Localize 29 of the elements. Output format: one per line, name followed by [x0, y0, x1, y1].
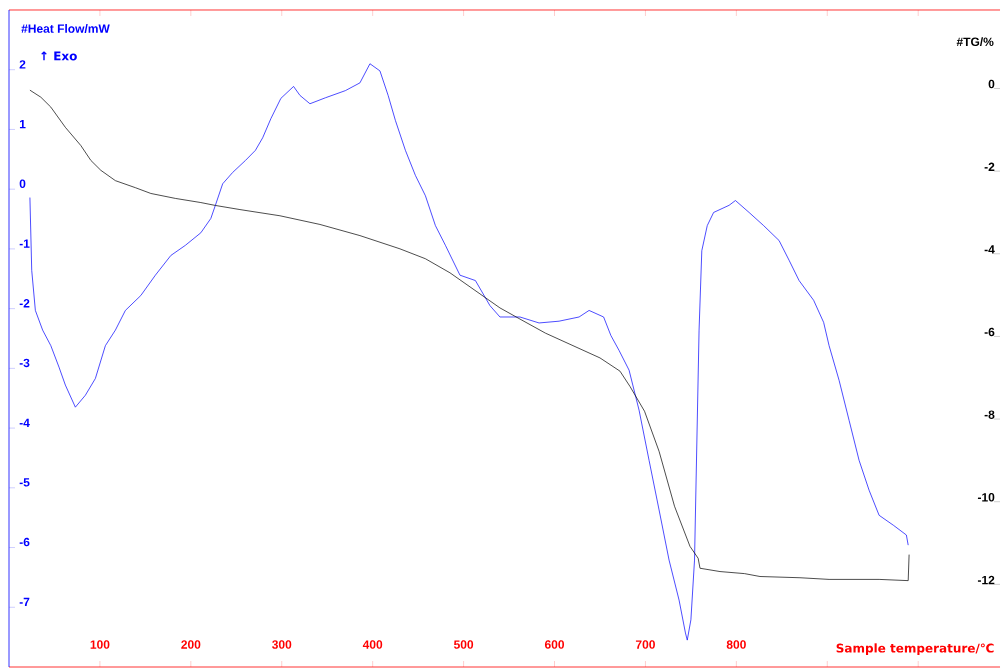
x-tick-label: 100 — [90, 640, 110, 649]
y2-tick-label: -2 — [984, 162, 995, 171]
y2-tick-label: -12 — [977, 575, 995, 585]
x-axis-title: Sample temperature/℃ — [836, 643, 994, 655]
y-tick-label: -3 — [19, 358, 30, 368]
x-tick-label: 200 — [181, 640, 201, 649]
y2-axis-title: #TG/% — [956, 37, 994, 47]
y-tick-label: 2 — [19, 60, 26, 69]
y-tick-label: -4 — [19, 418, 30, 427]
y2-tick-label: -4 — [984, 245, 995, 254]
y2-tick-label: 0 — [988, 79, 995, 89]
y-axis-title: #Heat Flow/mW — [21, 24, 110, 33]
x-tick-label: 600 — [544, 640, 565, 649]
y2-tick-label: -10 — [977, 493, 995, 502]
y2-tick-label: -8 — [984, 410, 995, 419]
annotation: ↑ Exo — [41, 51, 77, 61]
y-tick-label: 0 — [19, 179, 26, 188]
x-tick-label: 800 — [726, 640, 746, 649]
y-tick-label: -2 — [19, 299, 30, 308]
y-tick-label: -5 — [19, 478, 30, 487]
x-tick-label: 500 — [453, 640, 474, 649]
y-tick-label: 1 — [19, 119, 26, 129]
y-tick-label: -6 — [19, 537, 30, 547]
y-tick-label: -1 — [19, 239, 30, 248]
x-tick-label: 700 — [635, 640, 655, 649]
x-tick-label: 400 — [362, 640, 383, 649]
y-tick-label: -7 — [19, 597, 30, 607]
y2-tick-label: -6 — [984, 327, 995, 337]
x-tick-label: 300 — [272, 640, 292, 649]
